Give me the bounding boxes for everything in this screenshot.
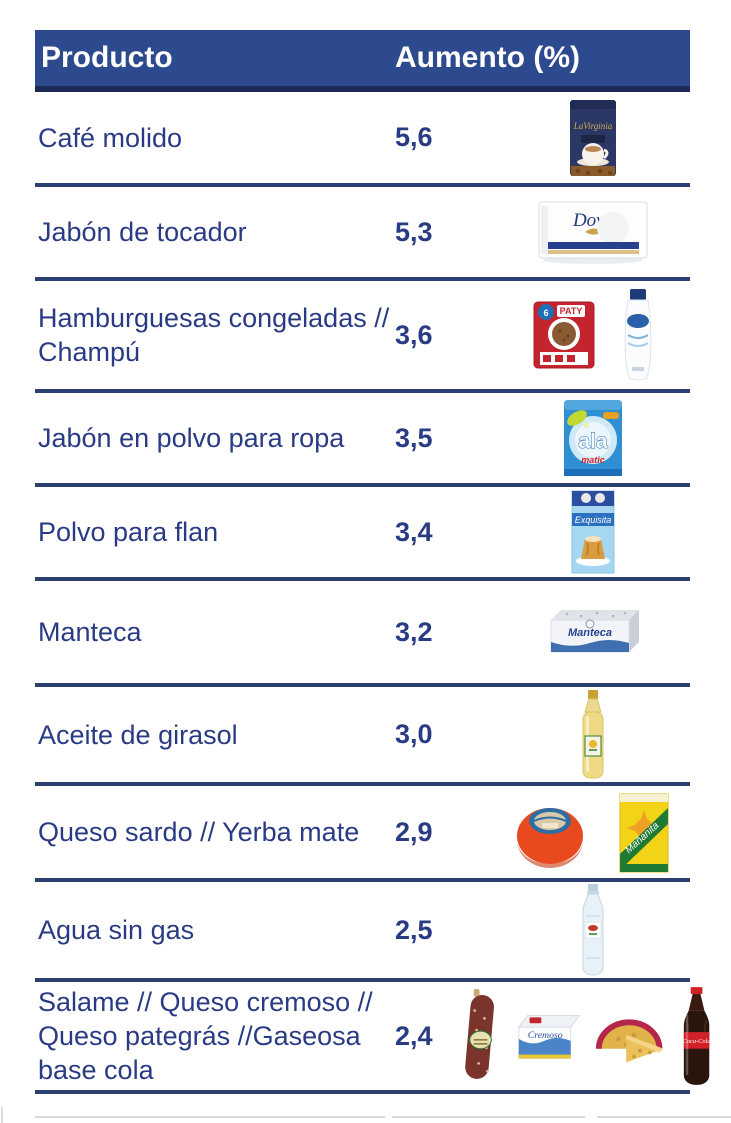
product-name: Manteca xyxy=(38,617,142,647)
product-name: Hamburguesas congeladas // Champú xyxy=(38,303,390,367)
table-row: Hamburguesas congeladas // Champú 3,6 6 … xyxy=(35,281,690,393)
table-row: Jabón de tocador 5,3 Dove xyxy=(35,187,690,281)
product-images: ala matic xyxy=(495,394,690,482)
shampoo-bottle-image xyxy=(624,289,651,381)
detergent-mode-text: matic xyxy=(581,455,605,465)
product-name: Salame // Queso cremoso // Queso pategrá… xyxy=(38,987,373,1085)
table-header-row: Producto Aumento (%) xyxy=(35,30,690,92)
flan-brand-text: Exquisita xyxy=(574,515,611,525)
price-increase-table: Producto Aumento (%) Café molido 5,6 LaV… xyxy=(35,30,710,1094)
cola-bottle-image: Coca-Cola xyxy=(683,987,711,1085)
table-row: Café molido 5,6 LaVirginia xyxy=(35,92,690,187)
table-row: Manteca 3,2 Manteca xyxy=(35,581,690,687)
table-row: Salame // Queso cremoso // Queso pategrá… xyxy=(35,982,710,1094)
soap-box-image: Dove xyxy=(538,201,647,264)
coffee-bag-image: LaVirginia xyxy=(569,99,616,176)
product-images: Manteca xyxy=(495,604,690,660)
product-images xyxy=(495,688,690,782)
increase-value: 3,2 xyxy=(395,616,433,647)
increase-value: 5,6 xyxy=(395,122,433,152)
product-name: Agua sin gas xyxy=(38,915,195,945)
product-name: Jabón de tocador xyxy=(38,217,247,247)
product-images: LaVirginia xyxy=(495,94,690,182)
increase-value: 2,5 xyxy=(395,914,433,945)
product-images: Exquisita xyxy=(495,487,690,577)
detergent-brand-text: ala xyxy=(578,430,608,453)
water-bottle-image xyxy=(582,884,603,976)
increase-value: 3,4 xyxy=(395,516,433,547)
increase-value: 5,3 xyxy=(395,216,433,247)
flan-packet-image: Exquisita xyxy=(571,490,614,574)
product-name: Aceite de girasol xyxy=(38,719,238,750)
next-table-line xyxy=(597,1116,731,1118)
cream-cheese-brand-text: Cremoso xyxy=(528,1030,563,1041)
product-images xyxy=(495,882,690,978)
header-aumento: Aumento (%) xyxy=(395,41,580,74)
product-images: Mañanita xyxy=(495,788,690,876)
table-row: Jabón en polvo para ropa 3,5 ala matic xyxy=(35,393,690,487)
product-name: Queso sardo // Yerba mate xyxy=(38,817,360,847)
detergent-bag-image: ala matic xyxy=(563,400,622,476)
increase-value: 3,0 xyxy=(395,719,433,749)
product-images: Cremoso Coca-Cola xyxy=(461,984,716,1088)
header-producto: Producto xyxy=(41,41,173,74)
increase-value: 2,4 xyxy=(395,1020,433,1051)
burger-box-image: 6 PATY xyxy=(533,301,594,369)
oil-bottle-image xyxy=(582,689,603,778)
product-name: Café molido xyxy=(38,122,183,153)
table-row: Queso sardo // Yerba mate 2,9 xyxy=(35,786,690,882)
increase-value: 2,9 xyxy=(395,816,433,847)
next-table-line xyxy=(35,1116,385,1118)
cream-cheese-box-image: Cremoso xyxy=(517,1014,581,1059)
cola-brand-text: Coca-Cola xyxy=(683,1038,711,1045)
butter-label-text: Manteca xyxy=(567,627,611,639)
increase-value: 3,6 xyxy=(395,319,433,350)
cheese-wheel-image xyxy=(516,808,583,868)
cheese-wedge-image xyxy=(595,1019,663,1063)
coffee-brand-text: LaVirginia xyxy=(572,121,612,131)
page-edge-mark xyxy=(1,1107,3,1123)
table-row: Polvo para flan 3,4 Exquisita xyxy=(35,487,690,581)
burger-brand-text: PATY xyxy=(559,306,582,316)
yerba-pack-image: Mañanita xyxy=(619,793,668,873)
product-images: Dove xyxy=(495,196,690,268)
svg-text:6: 6 xyxy=(543,308,548,318)
product-name: Jabón en polvo para ropa xyxy=(38,423,345,453)
butter-pack-image: Manteca xyxy=(550,610,639,653)
table-row: Agua sin gas 2,5 xyxy=(35,882,690,982)
increase-value: 3,5 xyxy=(395,422,433,453)
salame-image xyxy=(465,989,494,1079)
product-name: Polvo para flan xyxy=(38,517,219,547)
next-table-line xyxy=(392,1116,585,1118)
product-images: 6 PATY xyxy=(495,287,690,383)
table-row: Aceite de girasol 3,0 xyxy=(35,687,690,786)
